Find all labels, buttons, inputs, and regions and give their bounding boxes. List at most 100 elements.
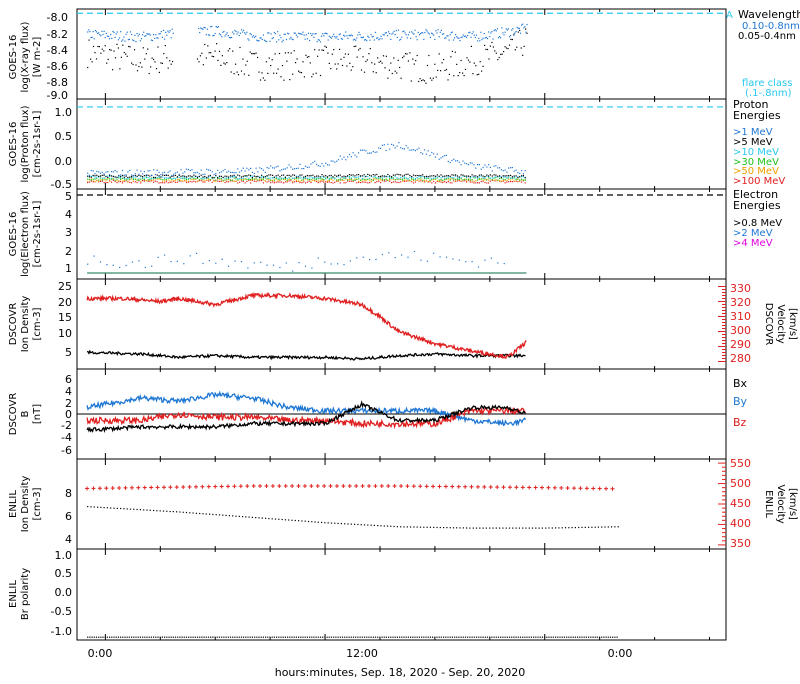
data-point	[517, 27, 519, 29]
data-point	[497, 179, 499, 181]
data-point	[462, 180, 464, 182]
data-point	[521, 170, 523, 172]
data-point	[381, 253, 383, 256]
data-point	[116, 507, 118, 509]
data-point	[400, 77, 402, 79]
data-point	[154, 173, 156, 176]
data-point	[425, 636, 427, 638]
data-point	[242, 180, 244, 183]
data-point	[205, 34, 207, 36]
data-point	[227, 50, 229, 52]
data-point	[251, 171, 253, 173]
data-point	[449, 161, 451, 164]
data-point	[458, 180, 460, 182]
data-point	[385, 55, 387, 57]
data-point	[472, 73, 474, 75]
xray-tick-label: -8.8	[47, 76, 68, 89]
data-point	[426, 64, 429, 67]
data-point	[418, 174, 420, 177]
data-point	[303, 168, 305, 170]
data-point	[393, 57, 395, 59]
data-point	[220, 179, 222, 181]
data-point	[162, 29, 165, 31]
data-point	[164, 171, 166, 173]
dscovr-b-tick-label: 2	[65, 397, 72, 410]
data-point	[495, 52, 497, 54]
data-point	[416, 39, 418, 41]
data-point	[103, 30, 105, 32]
data-point	[272, 264, 275, 266]
data-point	[317, 180, 319, 182]
dscovr-b-ylabel-line2: B	[20, 410, 31, 417]
data-point	[396, 173, 398, 175]
data-point	[378, 147, 380, 149]
data-point	[149, 179, 151, 181]
data-point	[346, 65, 348, 67]
data-point	[247, 38, 249, 40]
data-point	[405, 177, 407, 179]
data-point	[170, 37, 172, 39]
data-point	[382, 55, 385, 57]
data-point	[235, 172, 237, 174]
data-point	[276, 636, 278, 638]
data-point	[251, 53, 253, 55]
data-point	[169, 60, 171, 62]
x-tick-label-2: 12:00	[346, 647, 378, 660]
data-point	[105, 32, 107, 34]
data-point	[240, 70, 243, 72]
data-point	[491, 179, 493, 181]
data-point	[204, 177, 206, 179]
data-point	[475, 177, 477, 179]
data-point	[318, 39, 320, 41]
data-point	[103, 179, 105, 181]
data-point	[388, 636, 390, 638]
data-point	[291, 38, 293, 40]
data-point	[191, 177, 193, 179]
data-point	[207, 34, 210, 36]
data-point	[413, 526, 415, 528]
data-point	[433, 177, 435, 179]
data-point	[400, 176, 402, 178]
data-point	[284, 176, 286, 178]
data-point	[356, 257, 358, 259]
data-point	[281, 169, 283, 171]
data-point	[389, 33, 391, 35]
data-point	[402, 180, 404, 182]
data-point	[279, 266, 281, 269]
data-point	[235, 63, 237, 65]
data-point	[94, 175, 96, 177]
data-point	[340, 523, 342, 525]
data-point	[268, 518, 270, 520]
data-point	[500, 177, 502, 179]
data-point	[277, 181, 279, 183]
data-point	[336, 179, 338, 181]
data-point	[160, 182, 162, 184]
data-point	[165, 31, 167, 33]
data-point	[617, 526, 619, 528]
data-point	[428, 54, 430, 57]
data-point	[433, 252, 435, 254]
data-point	[216, 43, 218, 45]
data-point	[202, 28, 204, 30]
data-point	[98, 636, 100, 638]
data-point	[189, 180, 191, 183]
data-point	[297, 178, 299, 180]
data-point	[231, 36, 233, 38]
data-point	[172, 61, 174, 63]
data-point	[125, 264, 127, 267]
data-point	[502, 170, 504, 172]
data-point	[256, 636, 258, 638]
data-point	[217, 177, 219, 179]
data-point	[323, 181, 325, 183]
data-point	[325, 178, 327, 180]
data-point	[555, 636, 557, 638]
data-point	[323, 180, 325, 182]
electron-ylabel-line2: log(Electron flux)	[20, 191, 31, 277]
data-point	[505, 527, 507, 529]
data-point	[469, 179, 471, 181]
data-point	[469, 177, 471, 179]
data-point	[530, 636, 532, 638]
data-point	[407, 256, 409, 258]
data-point	[319, 165, 321, 167]
data-point	[232, 31, 234, 33]
